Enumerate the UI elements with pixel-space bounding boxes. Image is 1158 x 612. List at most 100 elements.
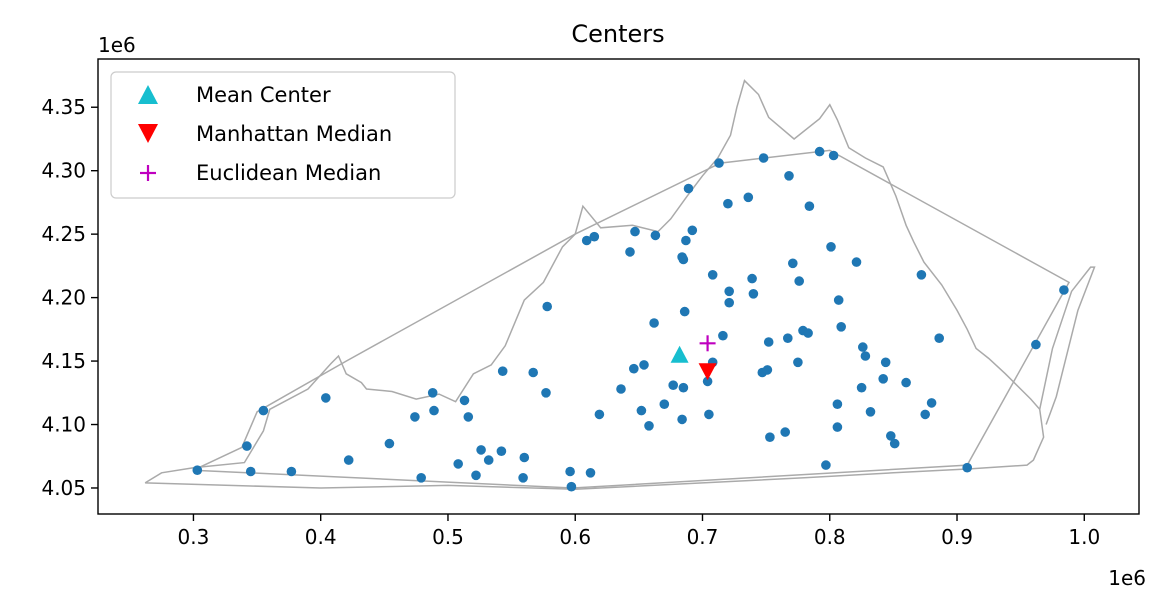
y-tick-label: 4.10 (41, 413, 86, 437)
data-point (650, 230, 661, 241)
data-point (343, 455, 354, 465)
data-point (668, 380, 678, 391)
data-point (616, 384, 626, 394)
data-point (788, 258, 798, 269)
data-point (758, 153, 769, 163)
data-point (934, 333, 944, 344)
data-point (962, 462, 972, 473)
data-point (528, 367, 538, 378)
data-point (858, 342, 868, 352)
chart-title: Centers (571, 20, 664, 48)
data-point (833, 295, 844, 305)
y-offset-label: 1e6 (98, 33, 136, 57)
data-point (585, 468, 596, 478)
data-point (889, 438, 900, 449)
data-point (1059, 285, 1069, 295)
x-tick-label: 0.8 (814, 525, 846, 549)
data-point (589, 231, 600, 242)
legend: Mean Center Manhattan Median Euclidean M… (110, 71, 456, 199)
data-point (192, 465, 203, 476)
data-point (724, 286, 734, 297)
data-point (793, 357, 803, 368)
data-point (410, 412, 420, 422)
data-point (644, 421, 654, 431)
data-point (416, 473, 427, 483)
y-tick-label: 4.20 (41, 286, 86, 310)
data-point (683, 183, 694, 194)
data-point (625, 247, 635, 257)
x-tick-label: 0.7 (687, 525, 719, 549)
data-point (541, 388, 551, 398)
data-point (724, 297, 734, 308)
x-tick-label: 0.9 (941, 525, 973, 549)
data-point (258, 405, 269, 416)
y-tick-label: 4.05 (41, 476, 86, 500)
legend-box (110, 71, 456, 199)
data-point (832, 399, 843, 410)
x-tick-label: 0.6 (559, 525, 591, 549)
legend-label-mean-center: Mean Center (196, 83, 331, 107)
data-point (878, 374, 888, 384)
data-point (714, 158, 724, 168)
data-point (659, 399, 670, 410)
data-point (636, 405, 647, 416)
data-point (471, 470, 481, 481)
data-point (718, 330, 728, 341)
data-point (679, 306, 690, 317)
y-tick-label: 4.25 (41, 222, 86, 246)
data-point (836, 322, 846, 332)
data-point (780, 427, 790, 437)
y-tick-label: 4.35 (41, 95, 86, 119)
data-point (832, 422, 843, 432)
data-point (453, 459, 464, 469)
data-point (384, 438, 395, 449)
eastern-shore-boundary (1038, 266, 1096, 425)
legend-marker-euclidean-median (140, 165, 156, 181)
x-tick-label: 0.4 (305, 525, 337, 549)
data-point (681, 235, 691, 246)
x-axis: 0.3 0.4 0.5 0.6 0.7 0.8 0.9 1.0 (178, 514, 1100, 549)
data-point (762, 365, 773, 375)
data-point (916, 270, 927, 280)
data-point (687, 225, 698, 236)
data-point (429, 405, 439, 416)
data-point (886, 431, 896, 441)
data-point (518, 473, 528, 483)
data-point (519, 452, 530, 463)
x-tick-label: 0.5 (432, 525, 464, 549)
data-point (828, 150, 839, 161)
plot-area (144, 79, 1096, 492)
data-point (707, 270, 718, 280)
data-point (594, 409, 605, 420)
data-point (565, 466, 575, 477)
data-point (743, 192, 754, 203)
data-point (463, 412, 474, 422)
data-point (860, 351, 871, 361)
legend-marker-mean-center (138, 85, 158, 104)
y-tick-label: 4.30 (41, 159, 86, 183)
data-point (566, 481, 577, 492)
data-point (639, 360, 649, 370)
data-point (803, 328, 813, 338)
hull-boundary (193, 149, 1071, 489)
legend-marker-manhattan-median (138, 124, 158, 143)
data-point (723, 198, 733, 209)
data-point (459, 395, 470, 406)
x-tick-label: 1.0 (1068, 525, 1100, 549)
data-point (242, 441, 252, 451)
x-tick-label: 0.3 (178, 525, 210, 549)
data-point (678, 254, 689, 265)
data-point (920, 409, 930, 420)
data-point (765, 432, 775, 443)
data-point (476, 445, 486, 455)
data-point (826, 242, 836, 252)
data-point (702, 376, 713, 387)
mean-center-marker (670, 345, 689, 363)
data-point (649, 318, 659, 328)
data-point (629, 363, 639, 374)
data-point (704, 409, 714, 420)
legend-label-manhattan-median: Manhattan Median (196, 122, 392, 146)
legend-label-euclidean-median: Euclidean Median (196, 161, 381, 185)
manhattan-median-marker (698, 363, 717, 381)
